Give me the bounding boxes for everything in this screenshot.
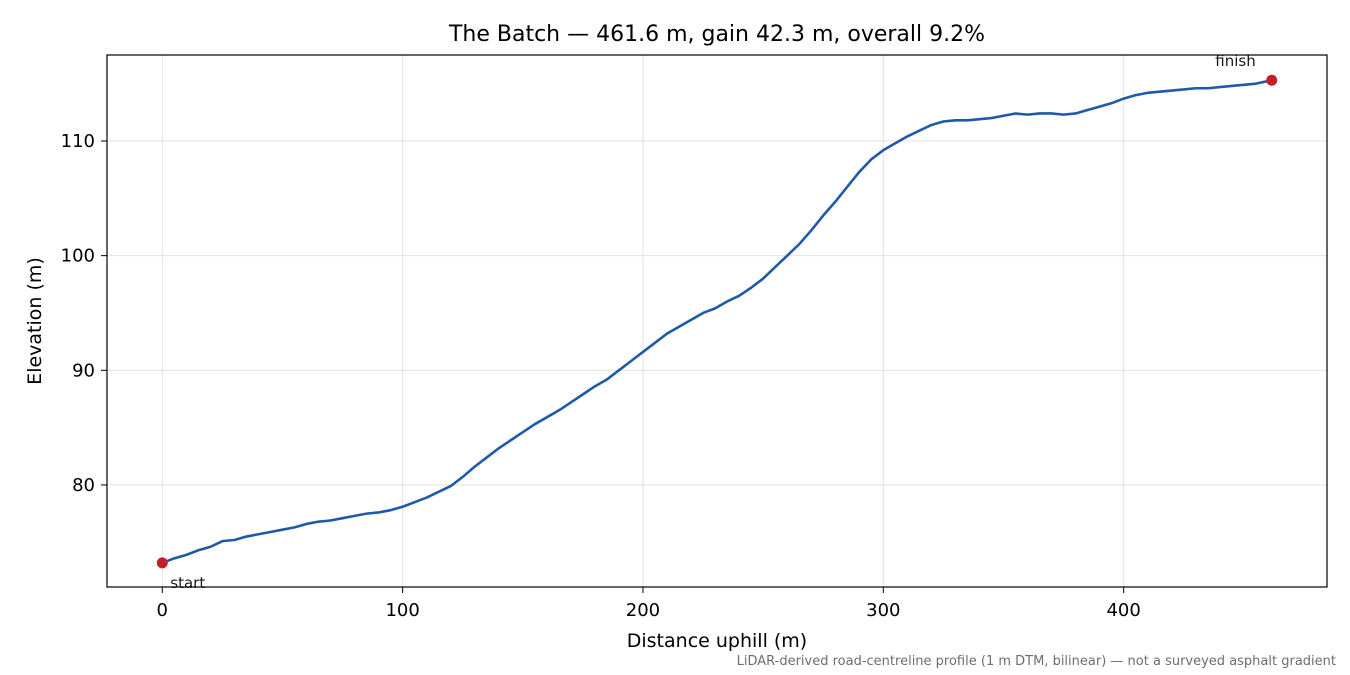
finish-marker (1266, 74, 1278, 86)
x-tick-label: 200 (626, 600, 660, 621)
x-axis-label: Distance uphill (m) (627, 630, 807, 652)
y-tick-label: 110 (61, 131, 95, 152)
x-tick-label: 100 (385, 600, 419, 621)
y-axis-label: Elevation (m) (24, 257, 46, 385)
y-tick-label: 90 (72, 360, 95, 381)
start-label: start (170, 574, 205, 592)
y-tick-label: 80 (72, 475, 95, 496)
x-tick-label: 0 (157, 600, 168, 621)
chart-title: The Batch — 461.6 m, gain 42.3 m, overal… (448, 22, 985, 47)
elevation-profile-line (160, 78, 1274, 565)
start-marker (156, 557, 168, 569)
profile-markers: start finish (156, 52, 1278, 592)
grid (107, 55, 1327, 587)
finish-label: finish (1215, 52, 1255, 70)
x-tick-label: 300 (866, 600, 900, 621)
footnote: LiDAR-derived road-centreline profile (1… (737, 654, 1336, 669)
x-tick-label: 400 (1106, 600, 1140, 621)
axis-ticks: 0 100 200 300 400 80 90 100 110 (61, 131, 1141, 621)
plot-frame (106, 54, 1328, 588)
y-tick-label: 100 (61, 246, 95, 267)
